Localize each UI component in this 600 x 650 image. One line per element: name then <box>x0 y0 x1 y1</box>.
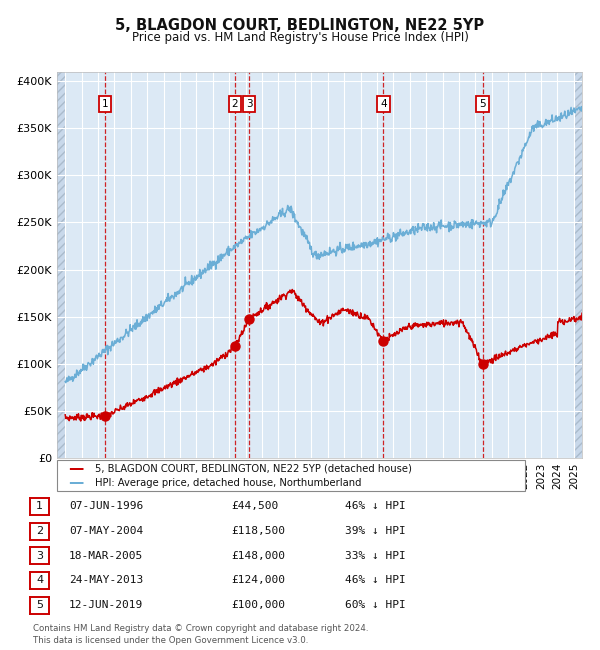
Text: 18-MAR-2005: 18-MAR-2005 <box>69 551 143 561</box>
Text: 24-MAY-2013: 24-MAY-2013 <box>69 575 143 586</box>
Text: —: — <box>68 475 83 490</box>
Text: 33% ↓ HPI: 33% ↓ HPI <box>345 551 406 561</box>
Text: £118,500: £118,500 <box>231 526 285 536</box>
Text: HPI: Average price, detached house, Northumberland: HPI: Average price, detached house, Nort… <box>95 478 361 488</box>
Text: 4: 4 <box>380 99 386 109</box>
Text: 5: 5 <box>479 99 486 109</box>
Text: 46% ↓ HPI: 46% ↓ HPI <box>345 575 406 586</box>
Text: 5, BLAGDON COURT, BEDLINGTON, NE22 5YP (detached house): 5, BLAGDON COURT, BEDLINGTON, NE22 5YP (… <box>95 463 412 473</box>
Text: 39% ↓ HPI: 39% ↓ HPI <box>345 526 406 536</box>
Text: 12-JUN-2019: 12-JUN-2019 <box>69 600 143 610</box>
Text: 1: 1 <box>36 501 43 512</box>
Text: £124,000: £124,000 <box>231 575 285 586</box>
Text: 07-MAY-2004: 07-MAY-2004 <box>69 526 143 536</box>
Text: 4: 4 <box>36 575 43 586</box>
Text: 60% ↓ HPI: 60% ↓ HPI <box>345 600 406 610</box>
Text: £100,000: £100,000 <box>231 600 285 610</box>
Text: 3: 3 <box>246 99 253 109</box>
Text: 5: 5 <box>36 600 43 610</box>
Text: £148,000: £148,000 <box>231 551 285 561</box>
Text: Contains HM Land Registry data © Crown copyright and database right 2024.
This d: Contains HM Land Registry data © Crown c… <box>33 624 368 645</box>
Text: £44,500: £44,500 <box>231 501 278 512</box>
Bar <box>574 72 582 458</box>
Text: 07-JUN-1996: 07-JUN-1996 <box>69 501 143 512</box>
Text: —: — <box>68 461 83 476</box>
Text: 1: 1 <box>102 99 109 109</box>
Text: 2: 2 <box>232 99 238 109</box>
Text: 2: 2 <box>36 526 43 536</box>
Text: 46% ↓ HPI: 46% ↓ HPI <box>345 501 406 512</box>
Bar <box>57 72 65 458</box>
Text: 5, BLAGDON COURT, BEDLINGTON, NE22 5YP: 5, BLAGDON COURT, BEDLINGTON, NE22 5YP <box>115 18 485 33</box>
Text: Price paid vs. HM Land Registry's House Price Index (HPI): Price paid vs. HM Land Registry's House … <box>131 31 469 44</box>
Text: 3: 3 <box>36 551 43 561</box>
